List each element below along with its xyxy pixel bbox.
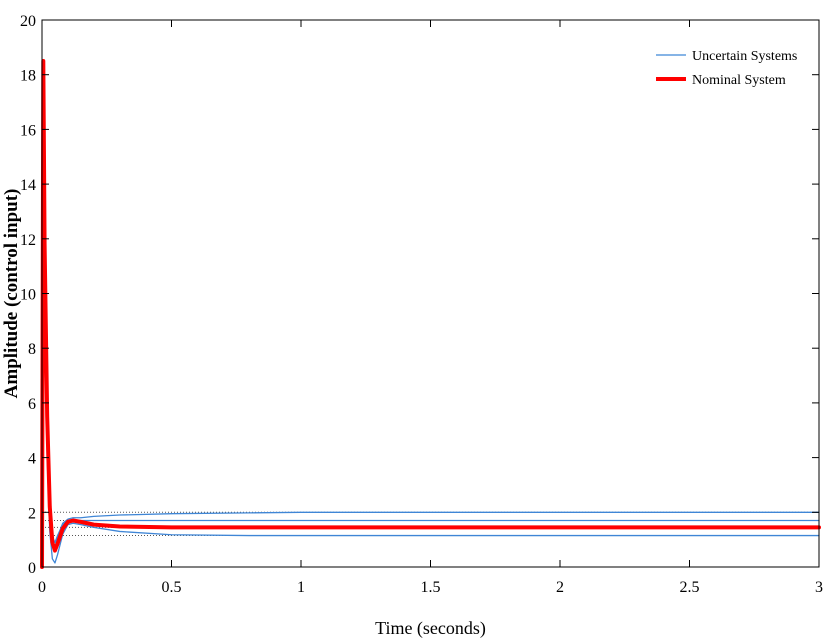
legend-label-nominal: Nominal System [692, 73, 786, 88]
x-tick-label: 0 [38, 579, 46, 596]
x-axis-label: Time (seconds) [375, 618, 486, 639]
y-tick-label: 14 [20, 177, 36, 194]
y-tick-label: 20 [20, 13, 36, 30]
y-tick-label: 0 [28, 560, 36, 577]
y-tick-label: 2 [28, 505, 36, 522]
x-tick-label: 1.5 [421, 579, 441, 596]
x-tick-label: 0.5 [162, 579, 182, 596]
x-tick-label: 1 [297, 579, 305, 596]
y-tick-label: 10 [20, 287, 36, 304]
legend-label-uncertain: Uncertain Systems [692, 49, 797, 64]
series-layer [40, 59, 821, 569]
y-tick-label: 8 [28, 341, 36, 358]
y-tick-label: 6 [28, 396, 36, 413]
series-line-nominal [40, 59, 821, 569]
x-axis: 0 0.5 1 1.5 2 2.5 3 [38, 20, 823, 596]
x-tick-label: 2.5 [680, 579, 700, 596]
x-tick-label: 2 [556, 579, 564, 596]
y-axis-label: Amplitude (control input) [1, 189, 22, 399]
y-tick-label: 18 [20, 68, 36, 85]
x-tick-label: 3 [815, 579, 823, 596]
y-tick-label: 16 [20, 122, 36, 139]
legend: Uncertain Systems Nominal System [656, 49, 797, 88]
y-axis: 0 2 4 6 8 10 12 14 16 18 20 [20, 13, 819, 577]
y-tick-label: 4 [28, 451, 36, 468]
y-tick-label: 12 [20, 232, 36, 249]
